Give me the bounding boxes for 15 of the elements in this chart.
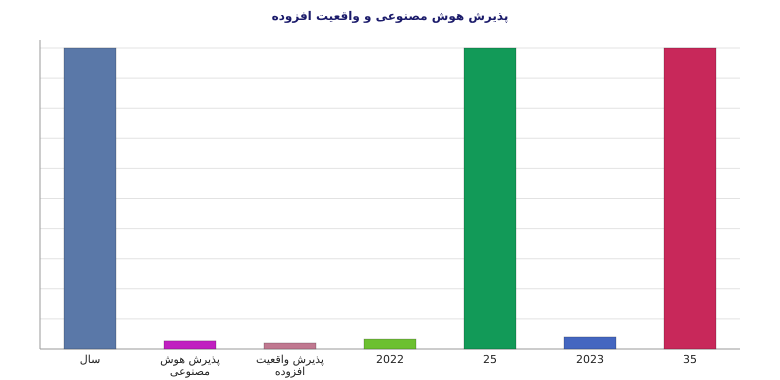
x-tick-label: پذیرش واقعیت افزوده <box>256 353 324 378</box>
bar <box>264 342 316 350</box>
chart-title: پذیرش هوش مصنوعی و واقعیت افزوده <box>272 9 508 23</box>
x-tick-label: 35 <box>683 353 697 366</box>
bar <box>664 48 716 350</box>
bar <box>364 338 416 350</box>
x-tick-label: سال <box>80 353 100 366</box>
bar <box>564 336 616 350</box>
x-tick-label: 2022 <box>376 353 404 366</box>
x-tick-label: پذیرش هوش مصنوعی <box>160 353 220 378</box>
x-tick-label: 2023 <box>576 353 604 366</box>
bar <box>164 340 216 350</box>
bar <box>464 48 516 350</box>
bar <box>64 48 116 350</box>
x-tick-label: 25 <box>483 353 497 366</box>
